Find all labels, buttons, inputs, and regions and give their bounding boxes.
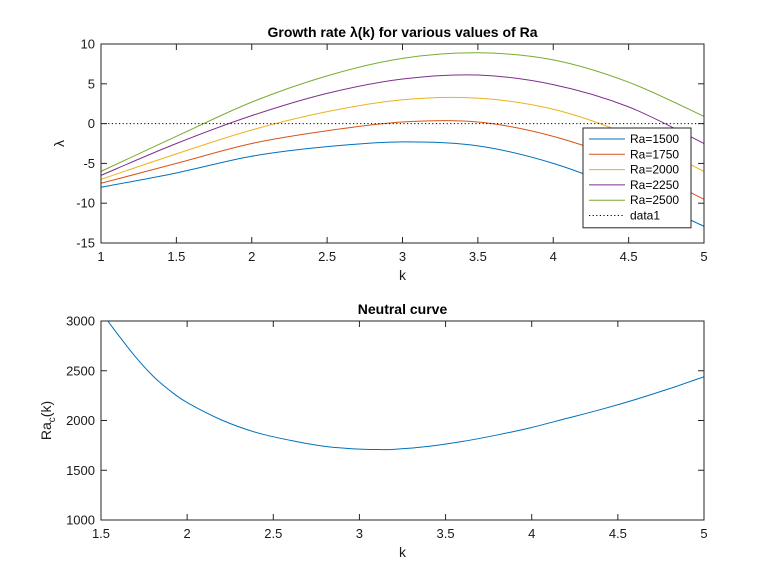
growth-rate-y-tick-label: -10 bbox=[76, 196, 95, 211]
legend-box bbox=[582, 127, 692, 229]
growth-rate-y-tick-label: 5 bbox=[88, 76, 95, 91]
neutral-curve-curves bbox=[107, 321, 704, 451]
neutral-curve-y-tick-label: 2000 bbox=[66, 413, 95, 428]
neutral-curve-x-tick-label: 3.5 bbox=[437, 526, 455, 541]
growth-rate-y-tick-label: -5 bbox=[83, 156, 95, 171]
neutral-curve-y-tick-label: 1500 bbox=[66, 463, 95, 478]
growth-rate-x-axis-label: k bbox=[399, 267, 407, 283]
growth-rate-x-tick-label: 4.5 bbox=[620, 249, 638, 264]
neutral-curve-y-axis-label: Rac(k) bbox=[38, 401, 58, 440]
neutral-curve-x-tick-label: 4.5 bbox=[609, 526, 627, 541]
neutral-curve-x-tick-label: 2.5 bbox=[264, 526, 282, 541]
growth-rate-x-tick-label: 4 bbox=[550, 249, 557, 264]
legend-entry: Ra=2250 bbox=[630, 178, 679, 192]
neutral-curve-y-tick-label: 1000 bbox=[66, 513, 95, 528]
neutral-curve-x-tick-label: 3 bbox=[356, 526, 363, 541]
growth-rate-x-tick-label: 2.5 bbox=[318, 249, 336, 264]
neutral-curve-x-tick-label: 2 bbox=[184, 526, 191, 541]
neutral-curve-y-tick-label: 2500 bbox=[66, 363, 95, 378]
neutral-curve-y-axis-label-main: Ra bbox=[38, 422, 54, 440]
legend-entry: Ra=1500 bbox=[630, 132, 679, 146]
growth-rate-y-tick-label: 10 bbox=[81, 37, 95, 52]
growth-rate-x-tick-label: 2 bbox=[248, 249, 255, 264]
neutral-curve-x-tick-label: 1.5 bbox=[92, 526, 110, 541]
neutral-curve-plot: 1.5 2 2.5 3 3.5 4 4.5 5 1000 1500 2000 2500 3000 Neu… bbox=[38, 301, 708, 560]
growth-rate-x-tick-label: 3.5 bbox=[469, 249, 487, 264]
legend-entry: data1 bbox=[630, 209, 660, 223]
growth-rate-y-axis-label: λ bbox=[51, 140, 67, 147]
growth-rate-series-ra-2500 bbox=[101, 52, 704, 172]
neutral-curve-x-tick-label: 4 bbox=[528, 526, 535, 541]
growth-rate-x-tick-label: 5 bbox=[700, 249, 707, 264]
growth-rate-x-tick-label: 1 bbox=[97, 249, 104, 264]
growth-rate-ticks: 1 1.5 2 2.5 3 3.5 4 4.5 5 -15 -10 -5 0 5 10 bbox=[76, 37, 707, 265]
growth-rate-y-tick-label: -15 bbox=[76, 236, 95, 251]
neutral-curve-x-axis-label: k bbox=[399, 544, 407, 560]
neutral-curve-axes-background bbox=[101, 321, 704, 520]
growth-rate-y-tick-label: 0 bbox=[88, 116, 95, 131]
neutral-curve-ticks: 1.5 2 2.5 3 3.5 4 4.5 5 1000 1500 2000 2500 3000 bbox=[66, 314, 708, 542]
growth-rate-plot: 1 1.5 2 2.5 3 3.5 4 4.5 5 -15 -10 -5 0 5 10 Growth rat… bbox=[51, 24, 708, 283]
growth-rate-series-ra-2250 bbox=[101, 74, 704, 176]
neutral-curve-y-axis-label-subscript: c bbox=[47, 417, 58, 422]
neutral-curve-series-0 bbox=[107, 321, 704, 451]
growth-rate-x-tick-label: 3 bbox=[399, 249, 406, 264]
legend-entry: Ra=1750 bbox=[630, 147, 679, 161]
growth-rate-title: Growth rate λ(k) for various values of R… bbox=[268, 24, 538, 40]
neutral-curve-title: Neutral curve bbox=[358, 301, 448, 317]
growth-rate-x-tick-label: 1.5 bbox=[167, 249, 185, 264]
neutral-curve-y-axis-label-tail: (k) bbox=[38, 401, 54, 417]
neutral-curve-y-tick-label: 3000 bbox=[66, 314, 95, 329]
legend-entry: Ra=2500 bbox=[630, 193, 679, 207]
neutral-curve-x-tick-label: 5 bbox=[700, 526, 707, 541]
legend-entry: Ra=2000 bbox=[630, 163, 679, 177]
